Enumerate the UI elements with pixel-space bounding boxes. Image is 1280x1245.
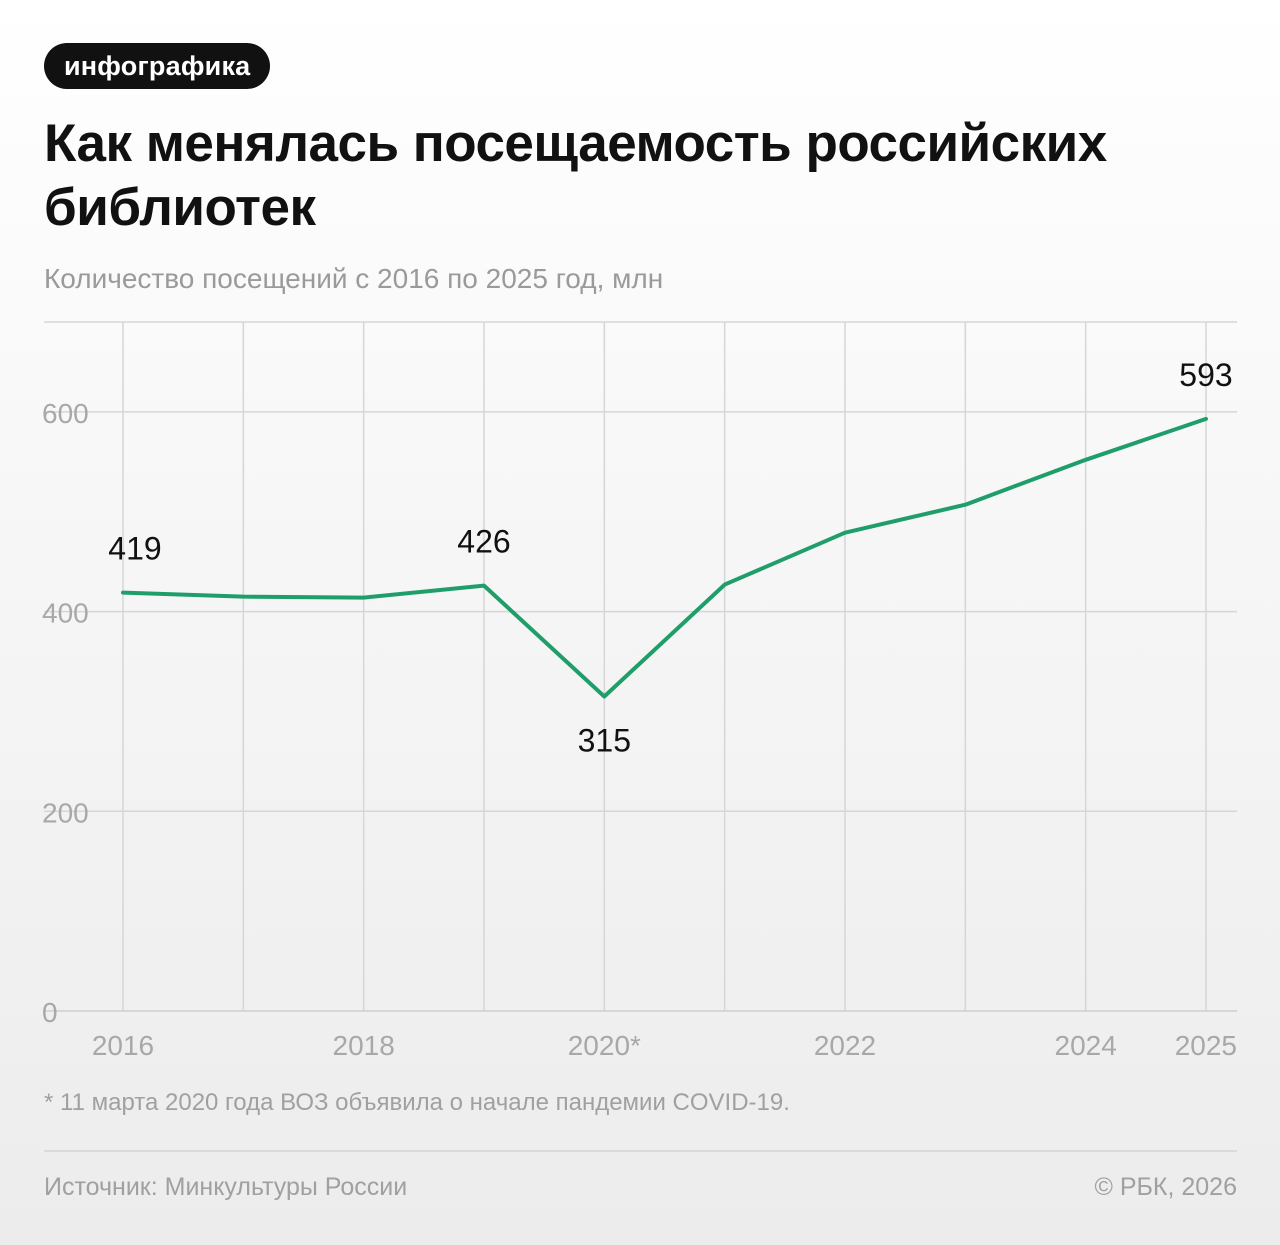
- data-label: 419: [108, 531, 161, 567]
- series-line: [121, 416, 1208, 699]
- y-tick-label: 600: [42, 398, 89, 429]
- copyright-note: © РБК, 2026: [1094, 1173, 1237, 1201]
- chart-subtitle: Количество посещений с 2016 по 2025 год,…: [44, 263, 664, 294]
- y-tick-label: 400: [42, 598, 89, 629]
- chart-title: Как менялась посещаемость российских биб…: [44, 114, 1107, 237]
- data-label: 426: [457, 524, 510, 560]
- y-tick-label: 0: [42, 997, 58, 1028]
- x-tick-label: 2016: [92, 1030, 154, 1061]
- y-tick-label: 200: [42, 797, 89, 828]
- x-tick-label: 2022: [814, 1030, 876, 1061]
- footnote: * 11 марта 2020 года ВОЗ объявила о нача…: [44, 1089, 790, 1116]
- data-label: 593: [1179, 357, 1232, 393]
- divider: [44, 1150, 1237, 1152]
- source-note: Источник: Минкультуры России: [44, 1173, 408, 1201]
- category-badge: инфографика: [44, 43, 271, 89]
- x-tick-label: 2018: [333, 1030, 395, 1061]
- data-label: 315: [578, 722, 631, 758]
- x-tick-label: 2025: [1175, 1030, 1237, 1061]
- x-tick-label: 2020*: [568, 1030, 641, 1061]
- x-tick-label: 2024: [1055, 1030, 1117, 1061]
